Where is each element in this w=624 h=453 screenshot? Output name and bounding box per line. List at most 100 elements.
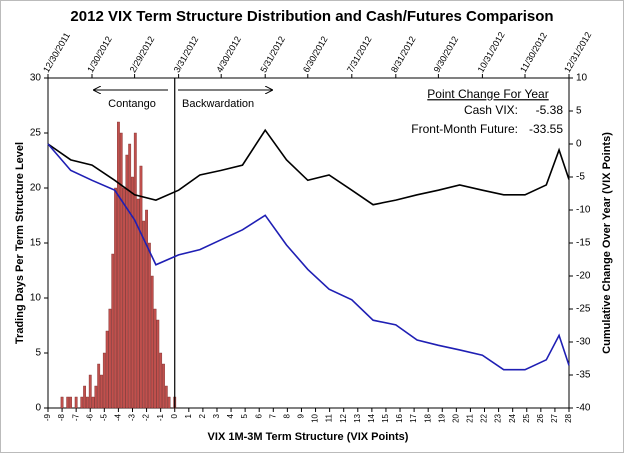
bar (162, 363, 165, 409)
bar (114, 187, 117, 409)
bar (150, 275, 154, 409)
y-tick-label: 15 (30, 238, 42, 249)
x-tick-label: -3 (128, 413, 137, 421)
x-tick-label: 23 (494, 413, 503, 422)
bar (74, 396, 78, 409)
x-tick-label: 2 (198, 413, 207, 418)
y2-axis-label: Cumulative Change Over Year (VIX Points) (601, 132, 613, 354)
bar (117, 121, 120, 409)
x-tick-label: 17 (409, 413, 418, 422)
y2-tick-label: 10 (576, 73, 588, 84)
x-tick-label: -8 (57, 413, 66, 421)
y2-tick-label: -25 (576, 304, 591, 315)
x-tick-label: 13 (353, 413, 362, 422)
x-tick-label: -2 (142, 413, 151, 421)
x-tick-label: 7 (268, 413, 277, 418)
bar (164, 385, 168, 409)
x-tick-label: 1 (184, 413, 193, 418)
y-tick-label: 20 (30, 183, 42, 194)
bar (111, 253, 115, 409)
x-tick-label: -9 (43, 413, 52, 421)
line-series (47, 128, 570, 206)
bar (83, 385, 87, 409)
x-tick-label: 12 (339, 413, 348, 422)
bar (91, 396, 95, 409)
y-axis-label: Trading Days Per Term Structure Level (14, 142, 26, 344)
x-tick-label: 15 (381, 413, 390, 422)
x-tick-label: 8 (282, 413, 291, 418)
y-tick-label: 10 (30, 293, 42, 304)
bar (66, 396, 70, 409)
x-tick-label: 11 (325, 413, 334, 422)
bar (136, 198, 140, 409)
y2-tick-label: -5 (576, 172, 585, 183)
legend-label: Front-Month Future: (411, 122, 518, 136)
legend-value: -5.38 (536, 103, 564, 117)
y2-tick-label: 5 (576, 106, 582, 117)
y2-tick-label: -35 (576, 370, 591, 381)
bar (122, 187, 126, 409)
bar (133, 132, 137, 409)
bar (86, 396, 89, 409)
bar (145, 209, 148, 409)
y2-tick-label: -30 (576, 337, 591, 348)
annotation: Backwardation (182, 98, 254, 110)
y2-tick-label: -20 (576, 271, 591, 282)
bar (97, 363, 101, 409)
x-tick-label: -5 (99, 413, 108, 421)
x-tick-label: 27 (550, 413, 559, 422)
x-tick-label: 19 (437, 413, 446, 422)
y2-tick-label: 0 (576, 139, 582, 150)
x-tick-label: 24 (508, 413, 517, 422)
bar (100, 374, 103, 409)
bar (156, 319, 160, 409)
x-tick-label: 10 (311, 413, 320, 422)
bar (88, 374, 92, 409)
x-tick-label: 21 (466, 413, 475, 422)
x-tick-label: 22 (480, 413, 489, 422)
bar (60, 396, 64, 409)
x-tick-label: -1 (156, 413, 165, 421)
x-tick-label: 4 (226, 413, 235, 418)
x-tick-label: 5 (240, 413, 249, 418)
chart-title: 2012 VIX Term Structure Distribution and… (70, 8, 553, 25)
y-tick-label: 5 (35, 348, 41, 359)
line-series (47, 143, 570, 371)
bar (94, 385, 98, 409)
annotation: Contango (108, 98, 156, 110)
x-tick-label: -4 (114, 413, 123, 421)
x-tick-label: 16 (395, 413, 404, 422)
y-tick-label: 25 (30, 128, 42, 139)
bar (105, 330, 109, 409)
x-tick-label: 25 (522, 413, 531, 422)
bar (147, 242, 151, 409)
y-tick-label: 0 (35, 403, 41, 414)
x-tick-label: 0 (170, 413, 179, 418)
x-tick-label: 14 (367, 413, 376, 422)
bar (102, 352, 106, 409)
y-tick-label: 30 (30, 73, 42, 84)
x-tick-label: 28 (564, 413, 573, 422)
x-tick-label: 26 (536, 413, 545, 422)
bar (80, 396, 84, 409)
x-tick-label: 20 (451, 413, 460, 422)
bar (167, 396, 171, 409)
x-tick-label: -7 (71, 413, 80, 421)
bar (69, 396, 72, 409)
x-tick-label: 3 (212, 413, 221, 418)
x-tick-label: -6 (85, 413, 94, 421)
legend-label: Cash VIX: (464, 103, 518, 117)
bar (128, 143, 132, 409)
x-tick-label: 9 (297, 413, 306, 418)
y2-tick-label: -40 (576, 403, 591, 414)
y2-tick-label: -10 (576, 205, 591, 216)
bar (131, 176, 134, 409)
bar (153, 308, 157, 409)
legend-title: Point Change For Year (427, 87, 548, 101)
bar (142, 220, 146, 409)
x-axis-label: VIX 1M-3M Term Structure (VIX Points) (208, 431, 409, 443)
x-tick-label: 18 (423, 413, 432, 422)
y2-tick-label: -15 (576, 238, 591, 249)
